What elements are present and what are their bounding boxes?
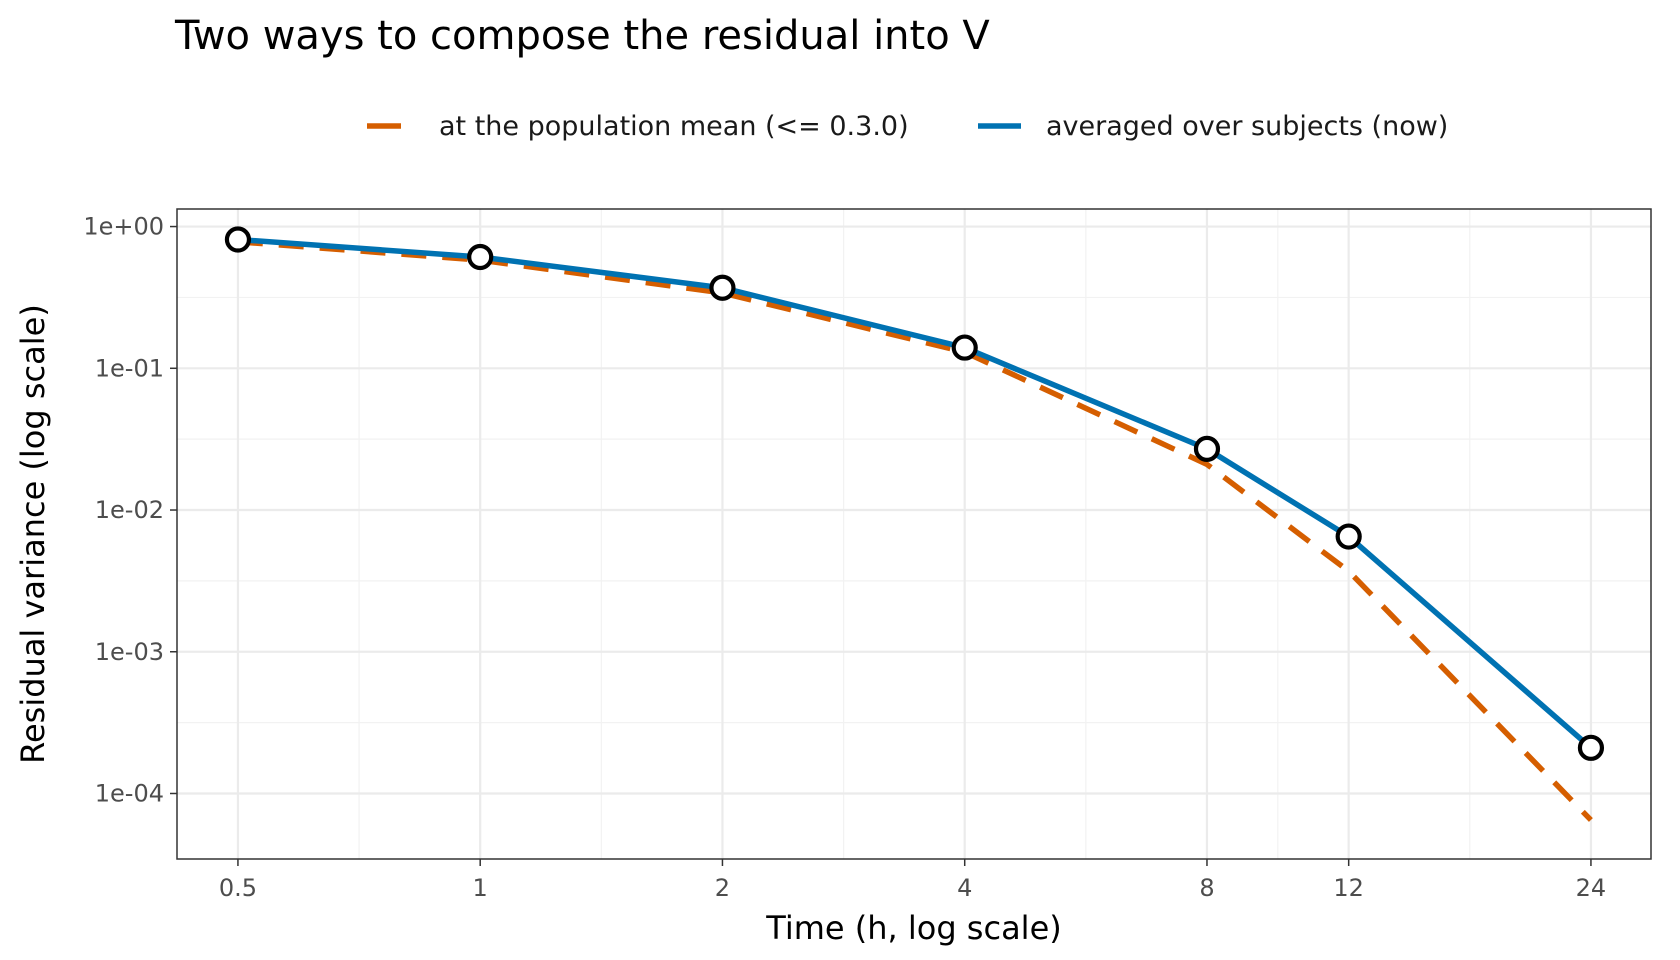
x-axis: 0.5 1 2 4 8 12 24	[219, 859, 1606, 902]
panel-border	[176, 208, 1652, 860]
legend-label-1: at the population mean (<= 0.3.0)	[439, 111, 909, 142]
y-tick-label: 1e-03	[95, 638, 164, 666]
y-tick-label: 1e+00	[83, 213, 164, 241]
x-tick-label: 1	[473, 874, 488, 902]
data-point	[709, 274, 736, 301]
legend-label-2: averaged over subjects (now)	[1046, 111, 1448, 142]
x-tick-label: 2	[715, 874, 730, 902]
y-tick-label: 1e-04	[95, 779, 164, 807]
panel-background	[177, 209, 1651, 859]
data-point	[1577, 734, 1605, 761]
data-point	[467, 243, 494, 271]
data-point	[1193, 435, 1221, 462]
grid	[177, 209, 1651, 859]
y-tick-label: 1e-01	[95, 354, 164, 382]
y-axis-title: Residual variance (log scale)	[14, 304, 52, 764]
y-tick-label: 1e-02	[95, 496, 164, 524]
legend: at the population mean (<= 0.3.0) average…	[367, 111, 1448, 142]
points-layer	[224, 226, 1605, 761]
x-tick-label: 24	[1576, 874, 1607, 902]
chart-title: Two ways to compose the residual into V	[174, 13, 990, 59]
x-tick-label: 4	[957, 874, 972, 902]
y-axis: 1e+00 1e-01 1e-02 1e-03 1e-04	[83, 213, 177, 807]
x-tick-label: 0.5	[219, 874, 257, 902]
x-tick-label: 12	[1333, 874, 1364, 902]
x-axis-title: Time (h, log scale)	[765, 909, 1061, 947]
data-point	[951, 334, 978, 361]
data-point	[1335, 523, 1362, 550]
data-point	[224, 226, 252, 253]
x-tick-label: 8	[1199, 874, 1214, 902]
